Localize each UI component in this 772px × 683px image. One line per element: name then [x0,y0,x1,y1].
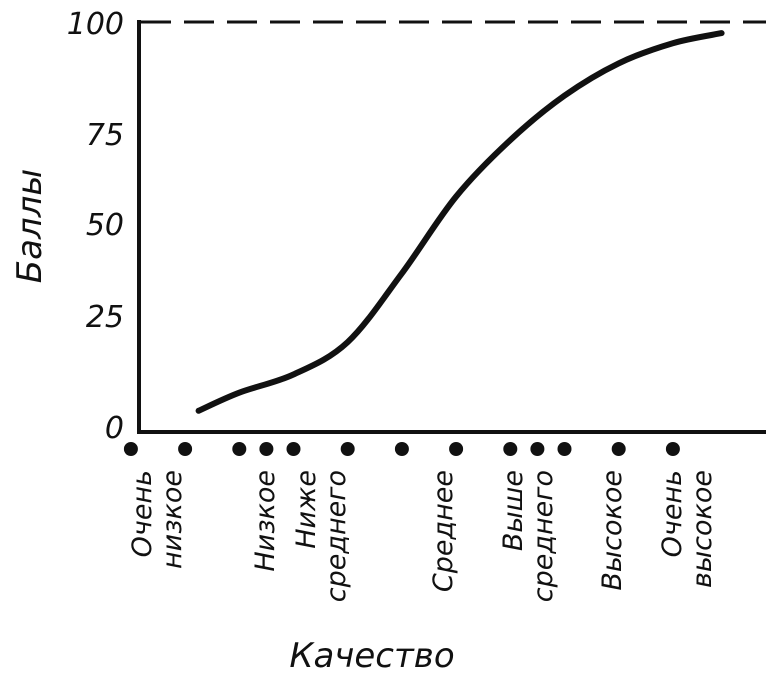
x-markers [123,442,680,456]
category-label-0-line-1: низкое [157,470,188,569]
category-label-2-line-0: Ниже [291,470,322,549]
y-tick-label-100: 100 [67,7,124,42]
y-tick-labels: 0 25 50 75 100 [67,7,124,446]
category-label-5-line-0: Высокое [597,470,628,591]
x-marker-1 [178,442,193,456]
x-marker-3 [259,442,274,456]
x-marker-7 [449,442,464,456]
x-marker-9 [530,442,545,456]
y-axis-title: Баллы [10,169,50,283]
x-marker-2 [232,442,247,456]
category-label-4-line-1: среднего [528,470,559,602]
category-label-6-line-1: высокое [687,470,718,588]
y-tick-label-0: 0 [105,411,124,446]
category-label-1-line-0: Низкое [250,470,281,572]
category-label-3-line-0: Среднее [428,470,459,592]
category-label-4-line-0: Выше [498,470,529,551]
x-marker-8 [503,442,518,456]
category-label-0-line-0: Очень [127,470,158,557]
category-label-6-line-0: Очень [657,470,688,557]
series-line [195,30,725,414]
x-marker-11 [611,442,626,456]
x-axis-title: Качество [289,636,454,676]
y-tick-label-50: 50 [86,208,124,243]
x-marker-12 [665,442,680,456]
x-marker-10 [557,442,572,456]
x-marker-4 [286,442,301,456]
x-marker-6 [394,442,409,456]
x-marker-0 [123,442,138,456]
y-tick-label-75: 75 [86,118,124,153]
x-marker-5 [340,442,355,456]
category-label-2-line-1: среднего [321,470,352,602]
category-labels: Очень низкое Низкое Ниже среднего Среднее Выше… [127,470,718,602]
y-tick-label-25: 25 [86,300,124,335]
